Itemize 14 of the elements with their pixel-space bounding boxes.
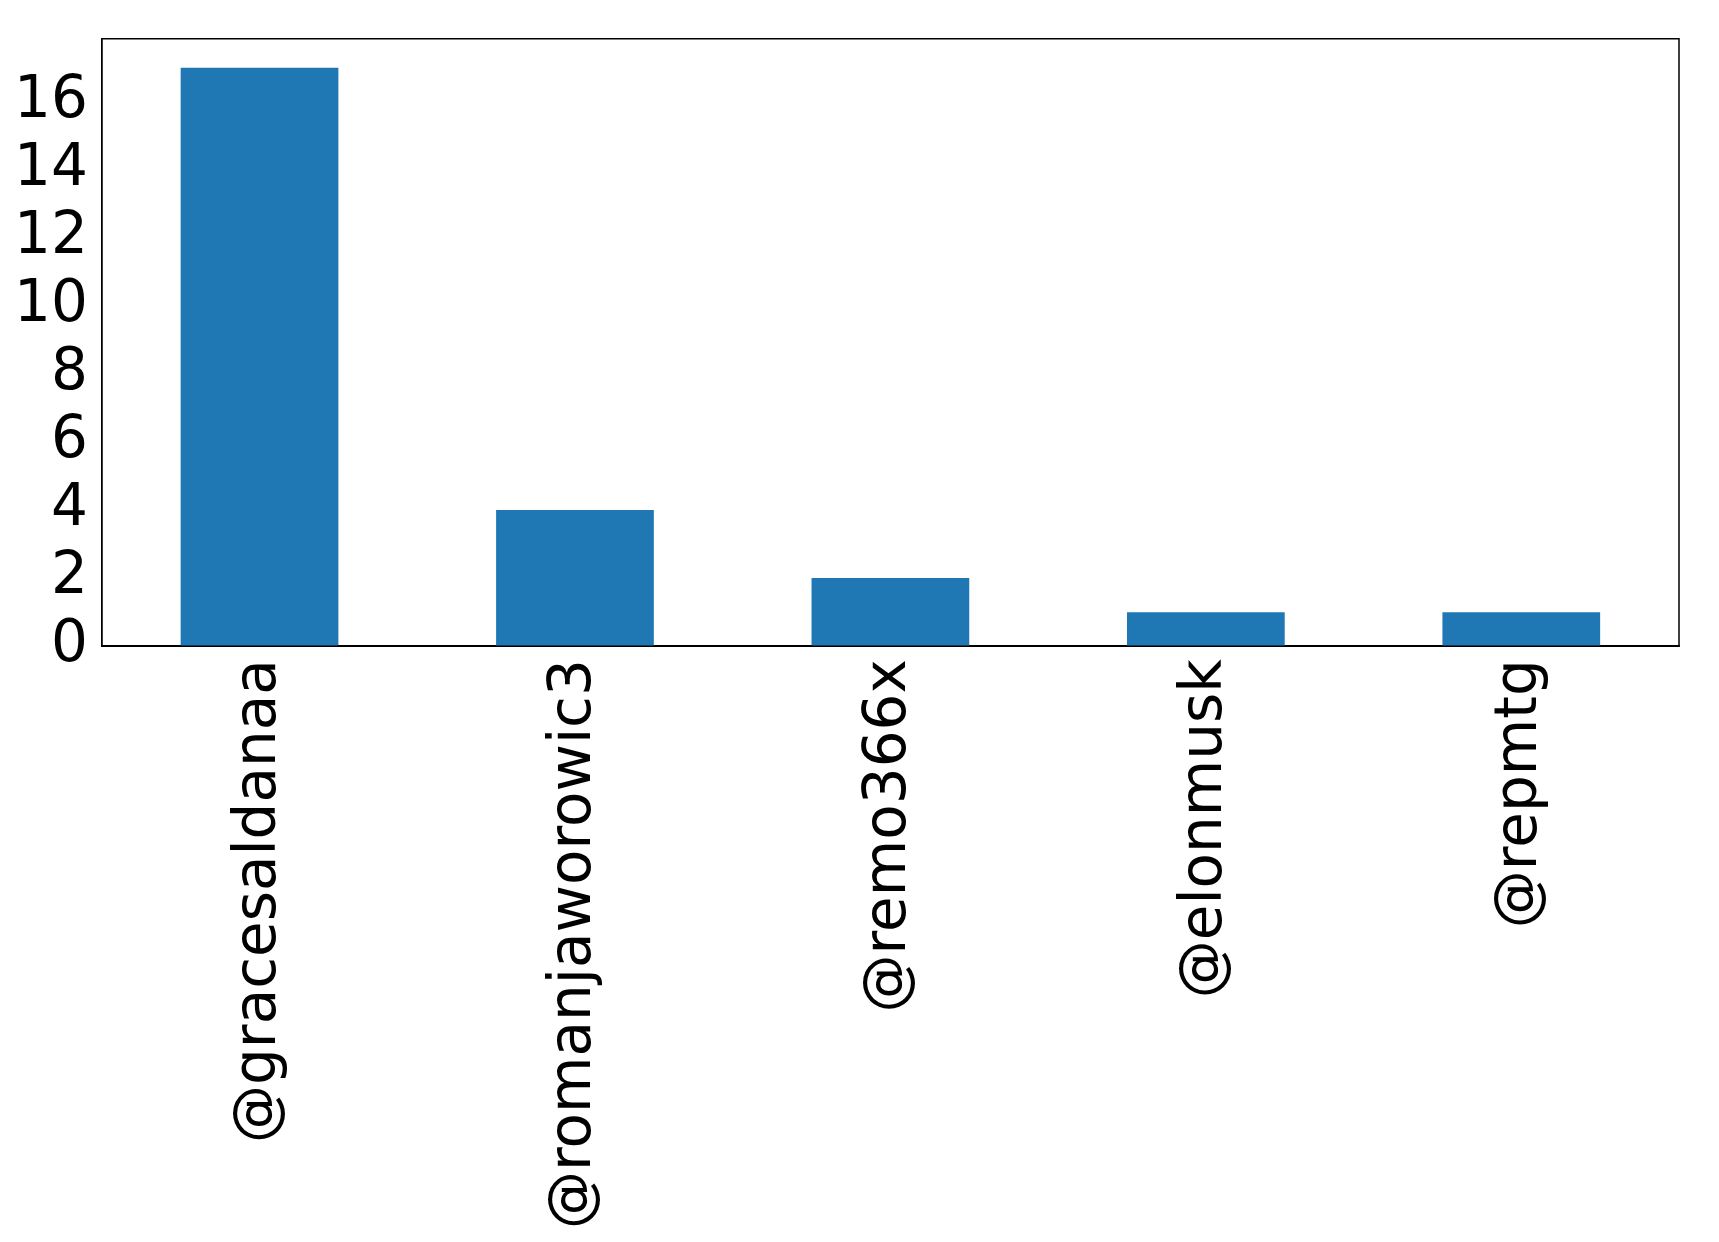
y-tick-label: 10 [13,266,88,335]
y-tick-label: 8 [50,335,88,404]
x-tick-label: @remo366x [851,659,920,1013]
y-tick-label: 6 [50,403,88,472]
y-tick-label: 0 [50,607,88,676]
x-tick-label: @gracesaldanaa [220,659,289,1144]
y-tick-label: 4 [50,471,88,540]
x-tick-label: @romanjaworowic3 [536,659,605,1230]
y-tick-label: 16 [13,62,88,131]
y-tick-label: 2 [50,539,88,608]
x-tick-label: @elonmusk [1166,658,1235,999]
x-tick-label: @repmtg [1482,659,1551,929]
y-tick-label: 14 [13,130,88,199]
y-tick-label: 12 [13,198,88,267]
